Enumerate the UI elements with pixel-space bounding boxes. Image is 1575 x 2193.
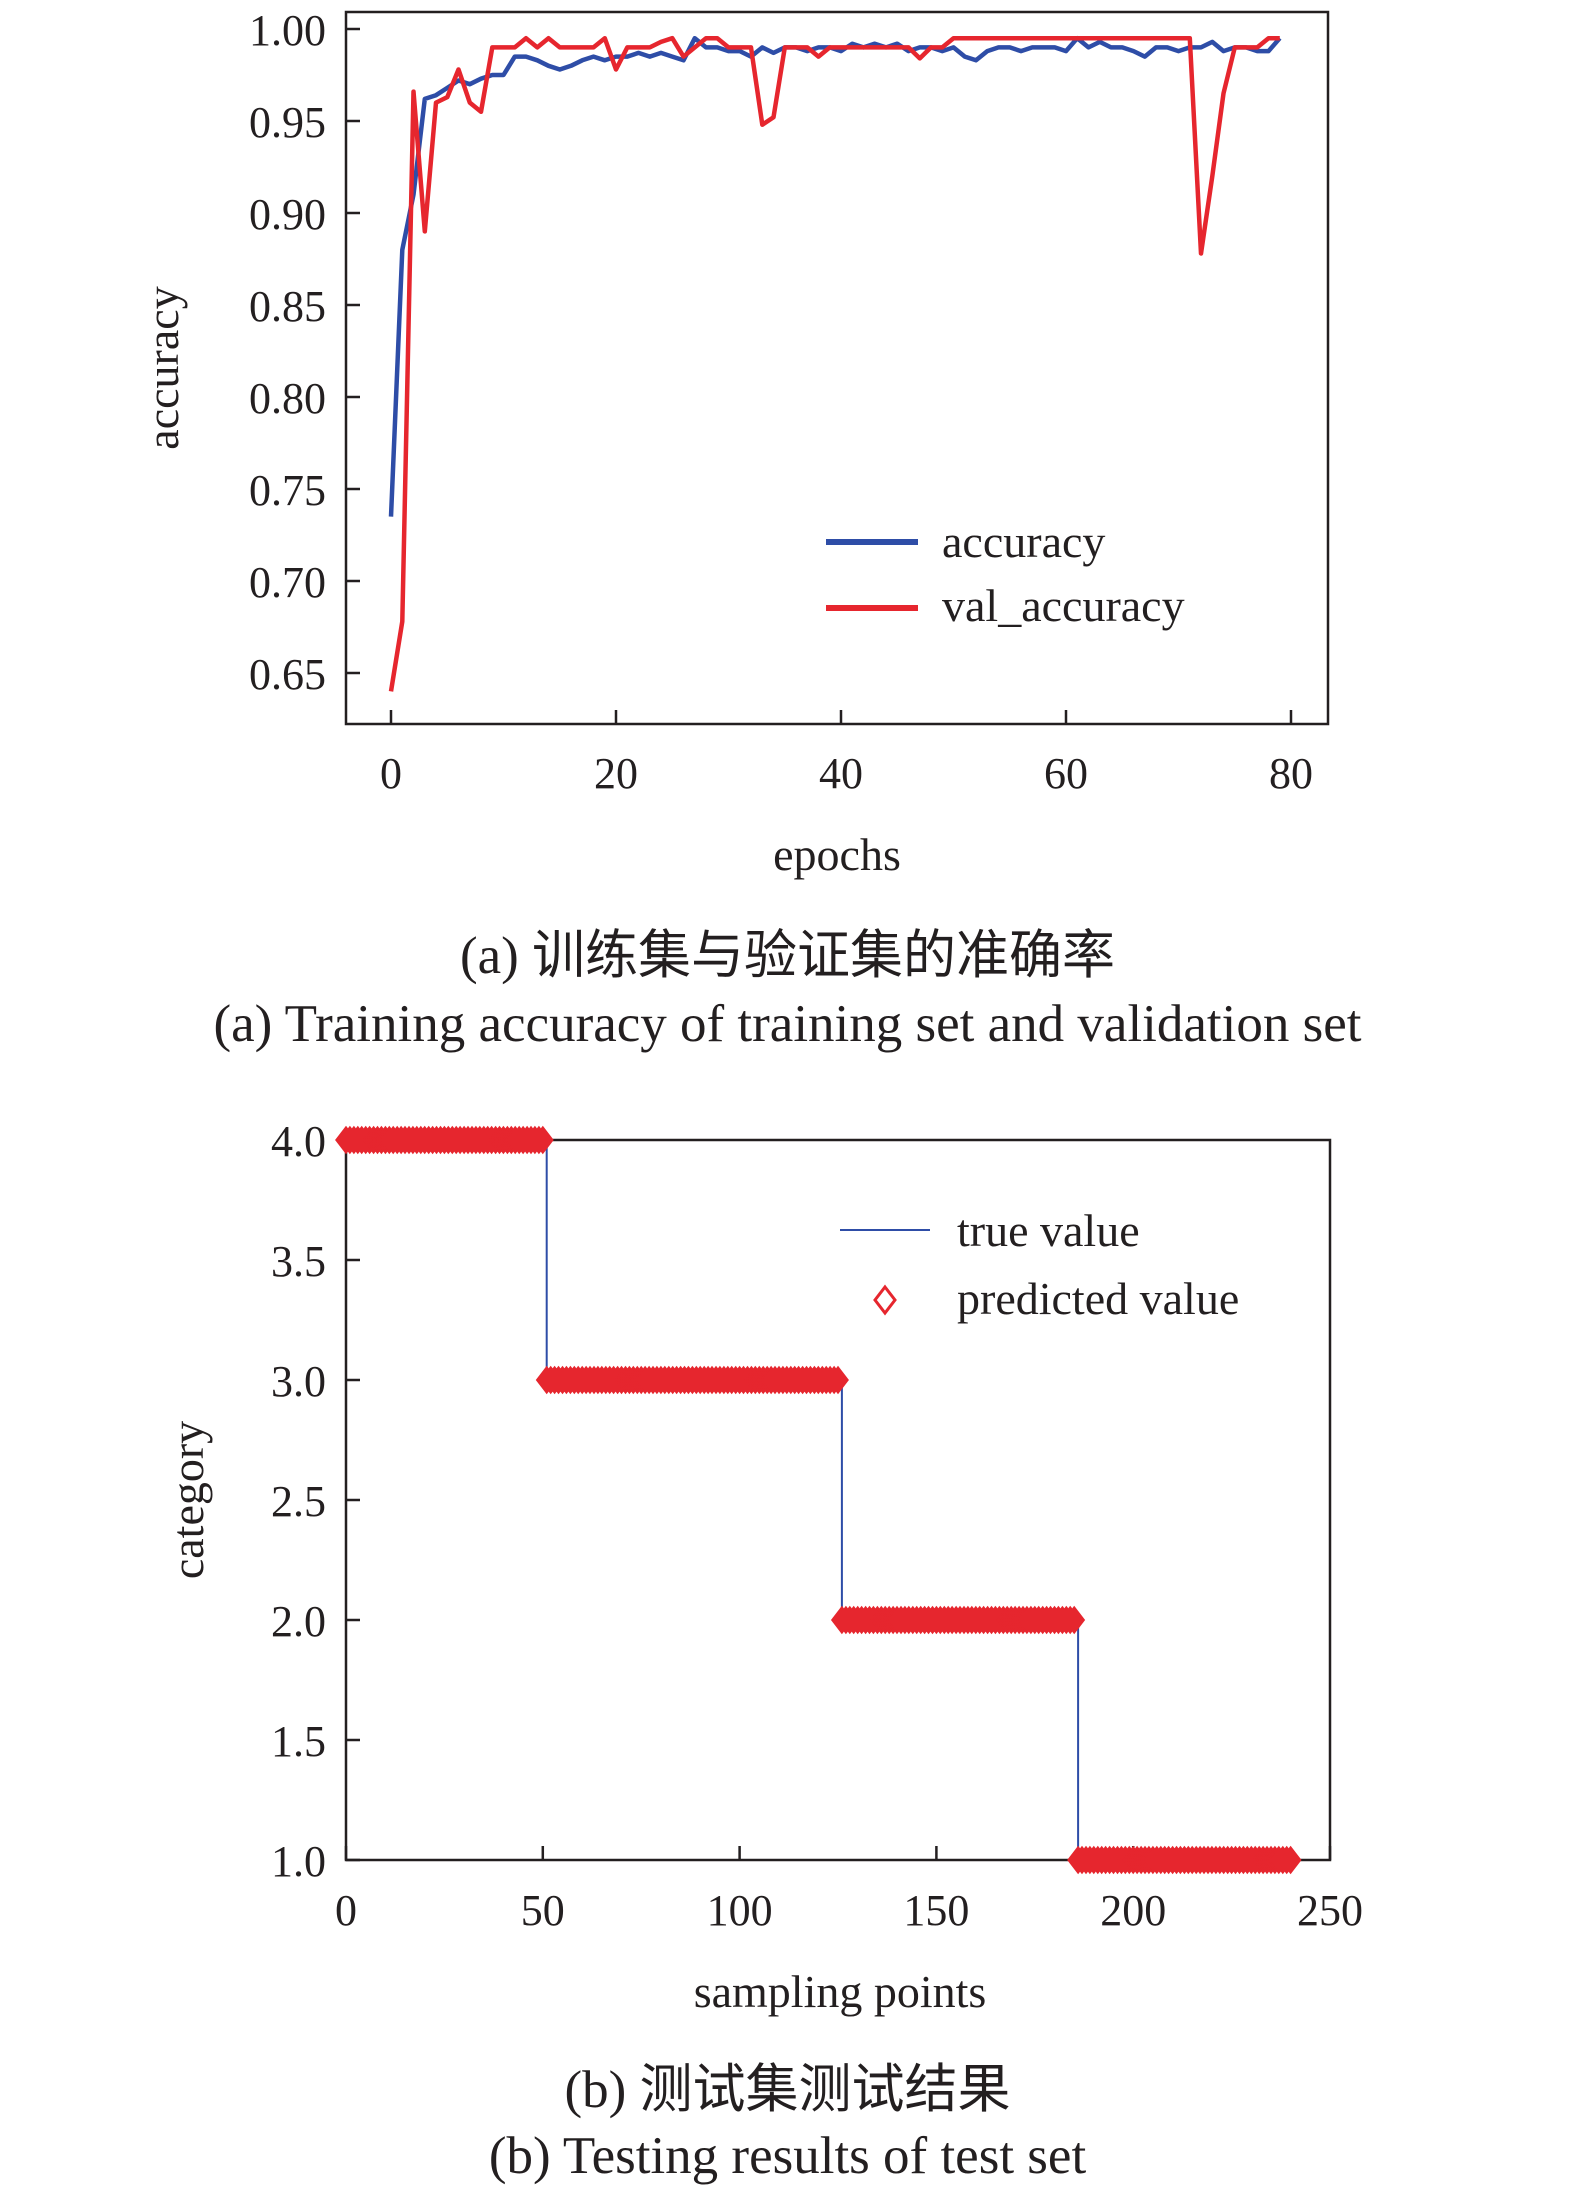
chart-b-xtick-label: 50 [521,1886,565,1935]
chart-a-ytick-label: 0.80 [249,374,326,423]
chart-b-xticks: 0 50 100 150 200 250 [335,1846,1363,1935]
predicted-value-point [827,1365,849,1395]
chart-a: 0.65 0.70 0.75 0.80 0.85 0.90 0.95 1.00 0 20 40 60… [137,6,1330,880]
chart-b-yticks: 1.0 1.5 2.0 2.5 3.0 3.5 4.0 [271,1117,360,1886]
chart-a-ylabel: accuracy [137,286,188,449]
chart-a-ytick-label: 0.95 [249,98,326,147]
predicted-value-point [1063,1605,1086,1635]
chart-a-ytick-label: 0.70 [249,558,326,607]
caption-a-en: (a) Training accuracy of training set an… [213,995,1362,1053]
predicted-value-point [531,1125,554,1155]
chart-b-xlabel: sampling points [694,1966,987,2017]
chart-a-xtick-label: 0 [380,749,402,798]
chart-b-xtick-label: 200 [1100,1886,1166,1935]
chart-b-ytick-label: 3.5 [271,1237,326,1286]
legend-accuracy-label: accuracy [942,516,1105,567]
legend-val-accuracy-label: val_accuracy [942,580,1185,631]
chart-b-xtick-label: 250 [1297,1886,1363,1935]
chart-b-ytick-label: 2.5 [271,1477,326,1526]
chart-a-xtick-label: 20 [594,749,638,798]
chart-b-ytick-label: 1.0 [271,1837,326,1886]
chart-a-ytick-label: 0.90 [249,190,326,239]
chart-a-xtick-label: 60 [1044,749,1088,798]
chart-b-ytick-label: 1.5 [271,1717,326,1766]
chart-b-frame [344,1138,1332,1862]
chart-a-ytick-label: 1.00 [249,6,326,55]
series-line-val-accuracy [388,35,1280,692]
chart-a-xtick-label: 80 [1269,749,1313,798]
legend-true-value-label: true value [957,1205,1140,1256]
chart-b-ytick-label: 4.0 [271,1117,326,1166]
chart-b-ytick-label: 3.0 [271,1357,326,1406]
chart-a-xlabel: epochs [773,829,901,880]
chart-b-ylabel: category [162,1421,213,1579]
chart-a-xticks: 0 20 40 60 80 [380,710,1313,798]
caption-b-cn: (b) 测试集测试结果 [564,2061,1011,2119]
caption-b-en: (b) Testing results of test set [488,2127,1087,2185]
chart-b-series [335,1125,1302,1875]
chart-a-xtick-label: 40 [819,749,863,798]
chart-b-ytick-label: 2.0 [271,1597,326,1646]
chart-a-series [388,35,1282,692]
chart-b-legend: true value predicted value [840,1205,1239,1324]
chart-a-ytick-label: 0.75 [249,466,326,515]
legend-predicted-value-label: predicted value [957,1273,1239,1324]
legend-predicted-diamond-icon [873,1284,897,1316]
chart-b-xtick-label: 0 [335,1886,357,1935]
chart-b-xtick-label: 100 [707,1886,773,1935]
caption-a-cn: (a) 训练集与验证集的准确率 [459,927,1116,985]
chart-a-frame [344,10,1330,726]
chart-a-ytick-label: 0.65 [249,650,326,699]
chart-b: 1.0 1.5 2.0 2.5 3.0 3.5 4.0 0 50 100 150 200 250 sa… [162,1117,1363,2017]
series-line-true-value [346,1139,1295,1861]
chart-a-yticks: 0.65 0.70 0.75 0.80 0.85 0.90 0.95 1.00 [249,6,360,699]
chart-a-legend: accuracy val_accuracy [826,516,1185,631]
predicted-value-point [1279,1845,1302,1875]
chart-a-ytick-label: 0.85 [249,282,326,331]
series-line-accuracy [388,35,1282,517]
chart-b-xtick-label: 150 [903,1886,969,1935]
